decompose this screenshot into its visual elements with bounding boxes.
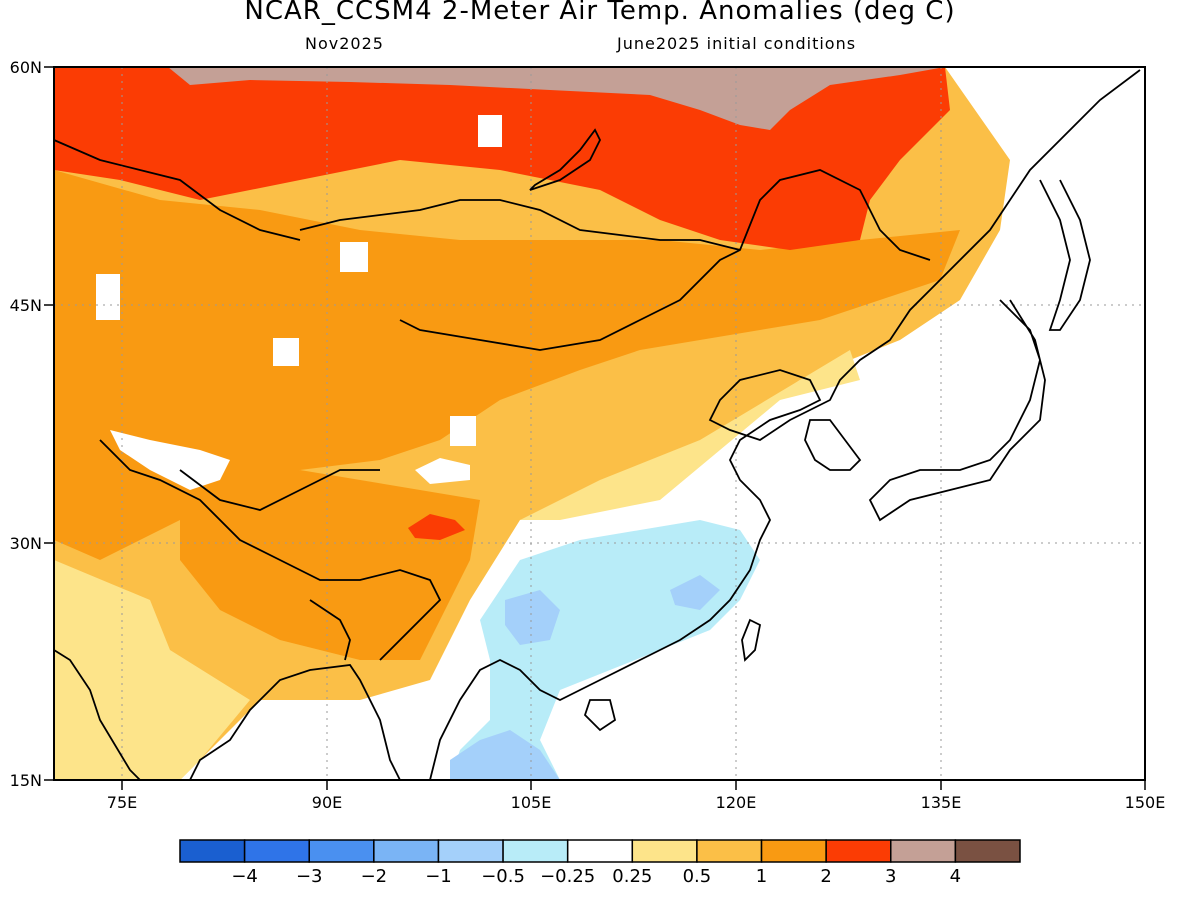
lon-label-90e: 90E <box>312 793 342 812</box>
field-white-patch <box>450 416 476 446</box>
colorbar-swatch <box>437 839 504 863</box>
colorbar-tick-label: −0.5 <box>481 866 525 887</box>
colorbar-swatch <box>308 839 375 863</box>
colorbar-swatch <box>243 839 310 863</box>
lon-label-150e: 150E <box>1125 793 1166 812</box>
colorbar-tick-label: 0.5 <box>683 866 712 887</box>
field-neg-0p5-b <box>670 575 720 610</box>
field-white-patch <box>96 274 120 320</box>
field-white-patch <box>110 430 230 490</box>
lat-axis: 60N 45N 30N 15N <box>10 58 54 790</box>
colorbar-tick-label: −3 <box>296 866 323 887</box>
lat-label-60n: 60N <box>10 58 42 77</box>
colorbar-swatch <box>890 839 957 863</box>
colorbar-tick-label: −4 <box>231 866 258 887</box>
field-white-patch <box>340 242 368 272</box>
field-neg-0p5 <box>505 590 560 645</box>
colorbar-tick-label: −0.25 <box>540 866 595 887</box>
forecast-month: Nov2025 <box>305 34 384 53</box>
colorbar-tick-label: 0.25 <box>612 866 652 887</box>
lon-axis: 75E 90E 105E 120E 135E 150E <box>107 780 1166 812</box>
initial-conditions: June2025 initial conditions <box>617 34 857 53</box>
field-3-4 <box>168 67 945 130</box>
colorbar-swatch <box>373 839 440 863</box>
anomaly-field <box>54 67 1145 780</box>
colorbar-swatch <box>502 839 569 863</box>
field-white-patch <box>415 458 470 484</box>
lon-label-75e: 75E <box>107 793 137 812</box>
lon-label-120e: 120E <box>716 793 757 812</box>
colorbar-swatch <box>760 839 827 863</box>
colorbar-tick-label: 3 <box>885 866 896 887</box>
map-frame <box>53 66 1146 781</box>
colorbar-swatch <box>954 839 1021 863</box>
field-0p25-0p5-b <box>520 350 860 520</box>
lon-label-105e: 105E <box>511 793 552 812</box>
colorbar: −4 −3 −2 −1 −0.5 −0.25 0.25 0.5 1 2 3 4 <box>179 839 1021 887</box>
colorbar-swatch <box>825 839 892 863</box>
colorbar-swatch <box>179 839 246 863</box>
field-white-patch <box>273 338 299 366</box>
coastlines <box>53 69 1141 781</box>
field-1-2 <box>54 170 960 560</box>
colorbar-tick-label: 4 <box>950 866 961 887</box>
lat-label-15n: 15N <box>10 771 42 790</box>
colorbar-tick-label: 1 <box>756 866 767 887</box>
colorbar-swatch <box>566 839 634 863</box>
lat-label-30n: 30N <box>10 534 42 553</box>
page-title: NCAR_CCSM4 2-Meter Air Temp. Anomalies (… <box>244 0 956 26</box>
field-white-patch <box>478 115 502 147</box>
colorbar-tick-label: 2 <box>820 866 831 887</box>
lat-label-45n: 45N <box>10 296 42 315</box>
field-neg-0p5-c <box>450 730 560 780</box>
lon-label-135e: 135E <box>921 793 962 812</box>
field-1-2-b <box>180 470 480 660</box>
colorbar-swatch <box>631 839 698 863</box>
colorbar-tick-label: −2 <box>361 866 388 887</box>
colorbar-swatch <box>696 839 763 863</box>
field-2-3-tibet <box>408 514 465 540</box>
colorbar-tick-label: −1 <box>425 866 452 887</box>
